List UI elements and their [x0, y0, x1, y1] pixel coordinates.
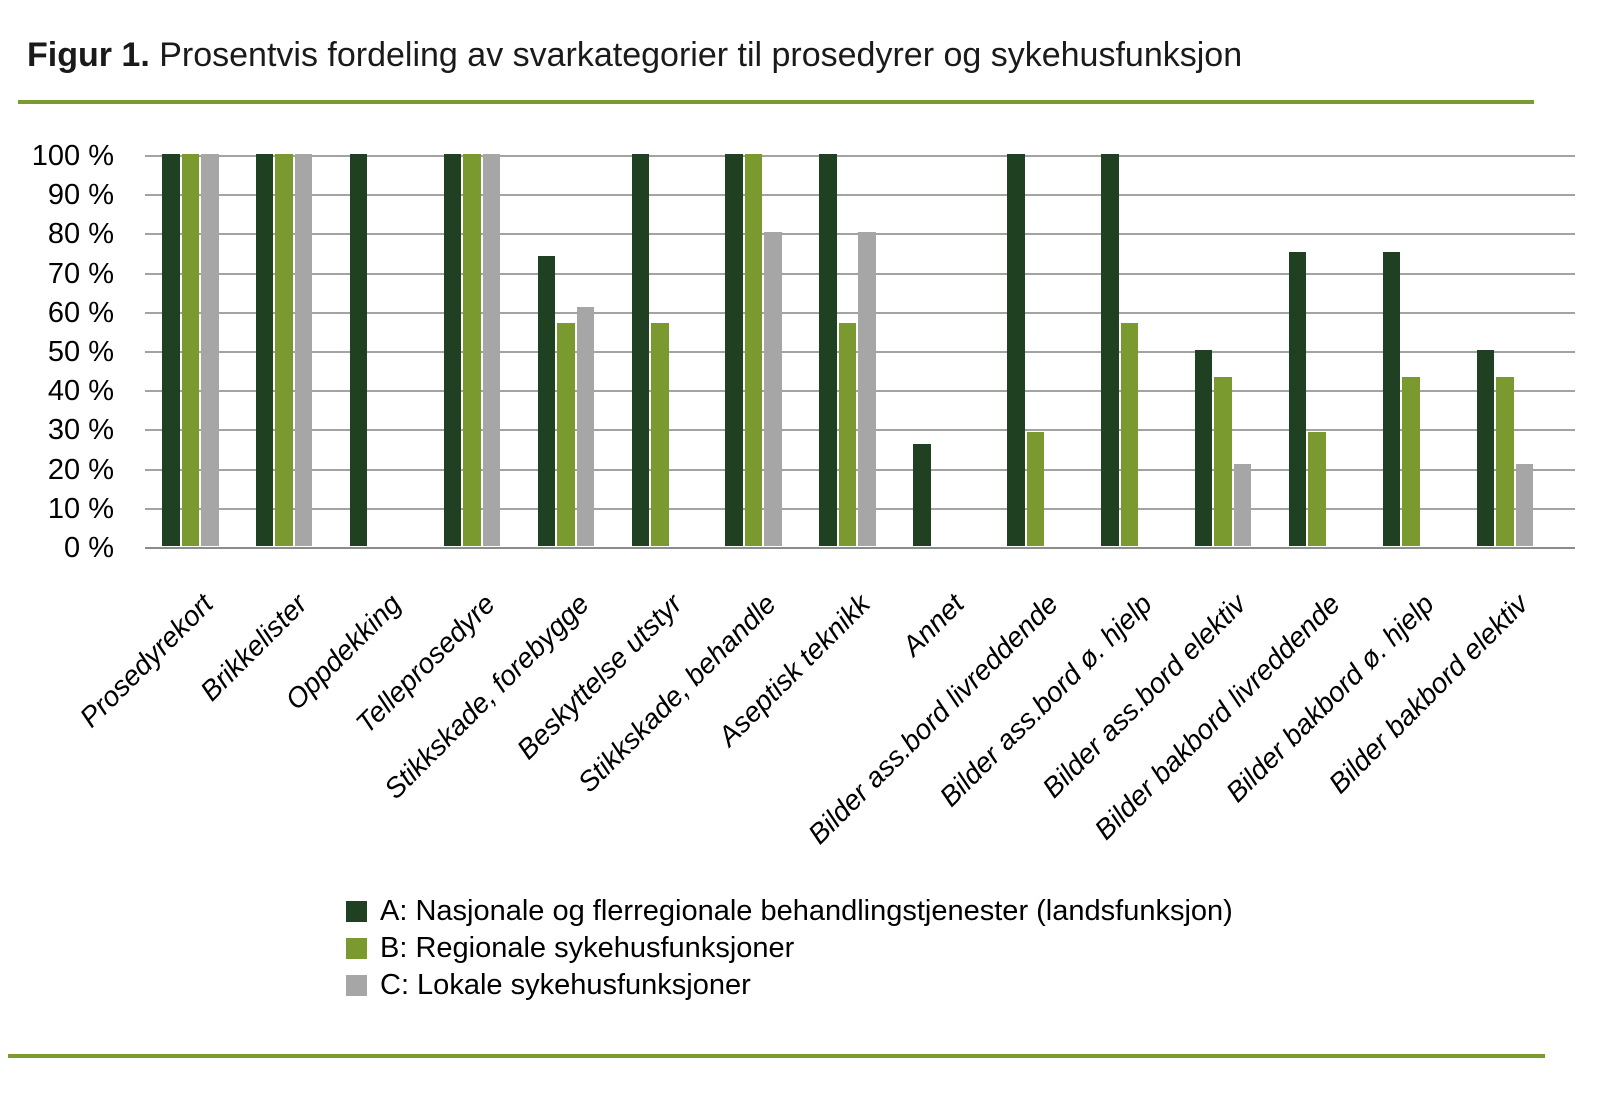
bar-series-b-7 — [838, 322, 857, 546]
legend-swatch-icon — [346, 901, 367, 922]
y-axis-label: 0 % — [64, 532, 114, 564]
bar-series-b-9 — [1026, 432, 1045, 546]
y-axis-label: 60 % — [47, 296, 114, 329]
figure-caption: Prosentvis fordeling av svarkategorier t… — [149, 36, 1243, 74]
legend-swatch-icon — [346, 975, 367, 996]
bar-series-b-13 — [1402, 377, 1420, 546]
bar-series-c-3 — [482, 154, 501, 546]
bar-series-a-4 — [537, 255, 556, 546]
bar-series-b-5 — [651, 322, 669, 546]
legend-label: A: Nasjonale og flerregionale behandling… — [380, 895, 1233, 927]
bar-series-a-13 — [1382, 252, 1401, 546]
x-axis-line — [145, 547, 1575, 549]
gridline — [145, 155, 1575, 157]
plot-area — [145, 154, 1575, 549]
legend-item: A: Nasjonale og flerregionale behandling… — [346, 893, 1233, 930]
y-axis-label: 40 % — [47, 375, 114, 408]
legend-label: C: Lokale sykehusfunksjoner — [380, 969, 751, 1001]
bar-series-c-6 — [764, 232, 782, 546]
bar-series-a-10 — [1101, 154, 1119, 546]
bottom-divider — [8, 1054, 1545, 1058]
bar-series-a-2 — [349, 154, 368, 546]
y-axis-label: 20 % — [47, 453, 114, 486]
bar-series-b-0 — [181, 154, 199, 546]
y-axis-label: 30 % — [47, 414, 114, 447]
bar-series-a-5 — [631, 154, 649, 546]
legend-item: B: Regionale sykehusfunksjoner — [346, 930, 1233, 967]
y-axis-label: 70 % — [47, 257, 114, 290]
bar-series-a-0 — [162, 154, 180, 546]
bar-series-c-0 — [201, 154, 219, 546]
bar-series-a-8 — [913, 444, 931, 546]
y-axis-label: 50 % — [47, 336, 114, 368]
bar-series-a-14 — [1476, 350, 1495, 546]
y-axis-label: 90 % — [47, 179, 114, 212]
bar-series-b-10 — [1120, 322, 1138, 546]
bar-series-b-3 — [463, 154, 481, 546]
bar-series-a-1 — [255, 154, 274, 546]
bar-series-b-11 — [1214, 377, 1232, 546]
bar-series-c-7 — [858, 232, 876, 546]
bar-series-a-12 — [1288, 252, 1307, 546]
legend-swatch-icon — [346, 938, 367, 959]
y-axis-label: 100 % — [31, 140, 114, 172]
bar-series-a-7 — [819, 154, 837, 546]
legend-label: B: Regionale sykehusfunksjoner — [380, 932, 795, 964]
bar-series-c-1 — [294, 154, 313, 546]
bar-series-b-1 — [275, 154, 293, 546]
bar-series-b-12 — [1308, 432, 1326, 546]
bar-series-b-14 — [1496, 377, 1514, 546]
bar-series-a-9 — [1007, 154, 1025, 546]
bar-series-a-6 — [725, 154, 743, 546]
figure-title: Figur 1. Prosentvis fordeling av svarkat… — [27, 36, 1242, 75]
bar-series-b-4 — [557, 322, 575, 546]
legend-item: C: Lokale sykehusfunksjoner — [346, 967, 1233, 1004]
bar-series-a-11 — [1194, 350, 1213, 546]
legend: A: Nasjonale og flerregionale behandling… — [346, 893, 1233, 1004]
gridline — [145, 194, 1575, 197]
bar-series-c-11 — [1233, 463, 1252, 546]
bar-series-c-14 — [1515, 463, 1534, 546]
figure-number: Figur 1. — [27, 36, 150, 74]
bar-series-a-3 — [443, 154, 462, 546]
bar-series-b-6 — [744, 154, 763, 546]
top-divider — [18, 100, 1534, 104]
y-axis-label: 10 % — [47, 492, 114, 525]
y-axis-label: 80 % — [47, 218, 114, 251]
bar-series-c-4 — [576, 306, 595, 546]
